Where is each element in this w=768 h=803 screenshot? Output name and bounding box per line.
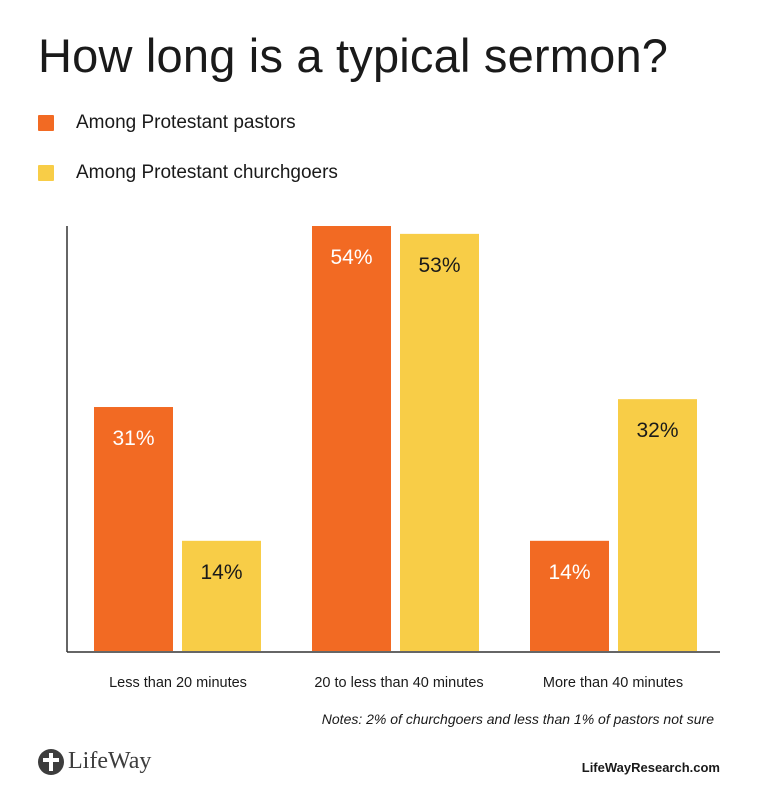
data-label: 54%: [330, 246, 372, 269]
bar-pastors-0: [94, 407, 173, 651]
chart-title: How long is a typical sermon?: [38, 29, 669, 82]
source-site: LifeWayResearch.com: [581, 760, 720, 775]
data-label: 14%: [548, 561, 590, 584]
bar-pastors-2: [530, 540, 609, 651]
bar-churchgoers-2: [618, 399, 697, 651]
data-label: 31%: [112, 427, 154, 450]
logo-text: LifeWay: [68, 748, 152, 774]
x-tick-label: Less than 20 minutes: [109, 675, 247, 691]
lifeway-logo: LifeWay: [38, 748, 151, 775]
legend: Among Protestant pastors Among Protestan…: [38, 112, 338, 212]
legend-swatch-churchgoers: [38, 165, 54, 181]
cross-circle-icon: [38, 748, 64, 775]
legend-swatch-pastors: [38, 115, 54, 131]
data-label: 32%: [636, 419, 678, 442]
x-tick-label: More than 40 minutes: [543, 675, 683, 691]
legend-label-pastors: Among Protestant pastors: [76, 112, 296, 133]
data-label: 14%: [200, 561, 242, 584]
legend-item-churchgoers: Among Protestant churchgoers: [38, 162, 338, 184]
x-tick-label: 20 to less than 40 minutes: [314, 675, 483, 691]
data-label: 53%: [418, 254, 460, 277]
chart-note: Notes: 2% of churchgoers and less than 1…: [321, 711, 714, 727]
legend-item-pastors: Among Protestant pastors: [38, 112, 338, 134]
bar-churchgoers-1: [400, 233, 479, 652]
bar-pastors-1: [312, 226, 391, 651]
bar-churchgoers-0: [182, 540, 261, 651]
legend-label-churchgoers: Among Protestant churchgoers: [76, 162, 338, 183]
